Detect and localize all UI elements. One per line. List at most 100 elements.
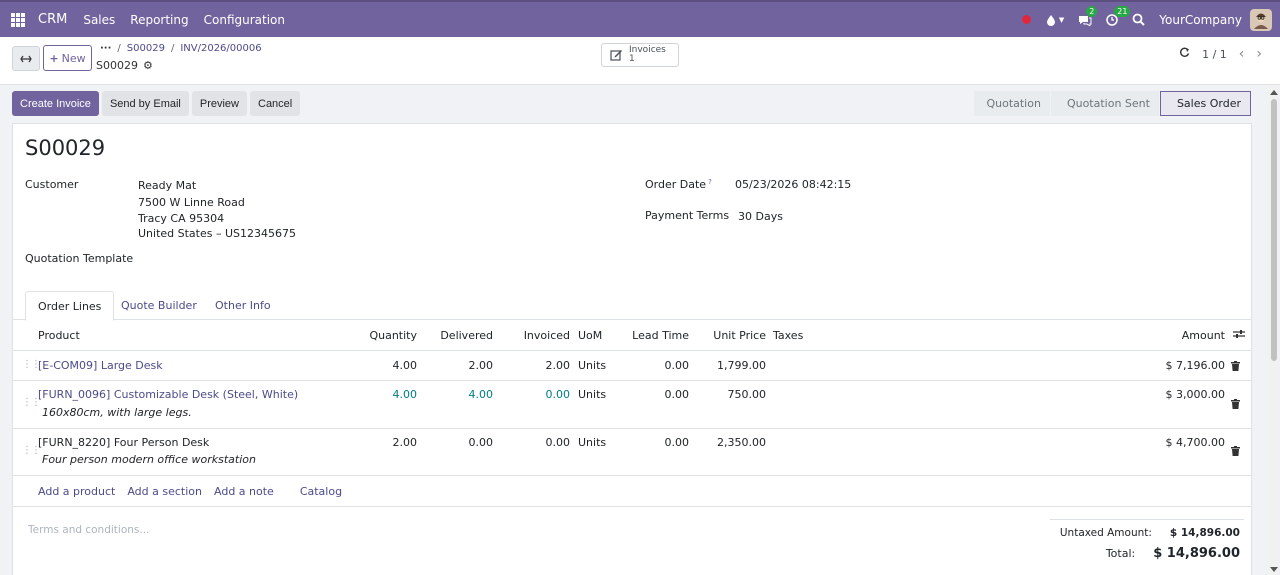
total-line: Total: $ 14,896.00	[1106, 546, 1240, 561]
stage-sales-order[interactable]: Sales Order	[1159, 91, 1251, 116]
user-avatar[interactable]	[1250, 8, 1272, 31]
gear-icon[interactable]: ⚙	[142, 59, 153, 72]
add-section-link[interactable]: Add a section	[127, 485, 202, 498]
pager-prev-icon[interactable]: ‹	[1238, 46, 1245, 62]
bug-icon[interactable]	[1021, 15, 1031, 24]
order-date-label: Order Date?	[645, 178, 712, 191]
drag-handle-icon[interactable]: ⋮⋮	[22, 359, 41, 370]
vertical-scrollbar[interactable]	[1268, 85, 1280, 575]
line-unit-price[interactable]: 750.00	[727, 388, 767, 401]
line-lead-time[interactable]: 0.00	[664, 436, 690, 449]
menu-sales[interactable]: Sales	[83, 12, 116, 27]
order-date-value[interactable]: 05/23/2026 08:42:15	[735, 178, 852, 191]
tab-other-info[interactable]: Other Info	[215, 299, 271, 312]
tab-quote-builder[interactable]: Quote Builder	[121, 299, 197, 312]
breadcrumb-invoice[interactable]: INV/2026/00006	[180, 43, 262, 54]
col-product[interactable]: Product	[38, 329, 80, 342]
line-unit-price[interactable]: 2,350.00	[717, 436, 766, 449]
app-brand[interactable]: CRM	[38, 12, 68, 27]
line-delivered[interactable]: 0.00	[468, 436, 494, 449]
col-amount[interactable]: Amount	[1181, 329, 1225, 342]
breadcrumb-more-icon[interactable]: ···	[100, 43, 112, 54]
notebook-tabs: Order Lines Quote Builder Other Info	[13, 291, 1251, 321]
line-quantity[interactable]: 2.00	[392, 436, 418, 449]
send-by-email-button[interactable]: Send by Email	[101, 91, 189, 116]
table-row[interactable]: ⋮⋮ [E-COM09] Large Desk 4.00 2.00 2.00 U…	[13, 351, 1251, 381]
line-product[interactable]: [FURN_0096] Customizable Desk (Steel, Wh…	[38, 388, 299, 401]
line-amount: $ 7,196.00	[1165, 359, 1225, 372]
customer-address-line-3: United States – US12345675	[138, 227, 297, 240]
untaxed-label: Untaxed Amount:	[1059, 527, 1152, 539]
apps-menu-icon[interactable]	[11, 12, 25, 27]
line-uom[interactable]: Units	[578, 359, 607, 372]
optional-columns-icon[interactable]	[1233, 329, 1245, 342]
customer-link[interactable]: Ready Mat	[138, 179, 197, 192]
line-quantity[interactable]: 4.00	[392, 359, 418, 372]
activities-badge: 21	[1114, 5, 1131, 17]
reload-icon[interactable]	[1179, 47, 1190, 61]
company-switcher[interactable]: YourCompany	[1159, 12, 1242, 27]
add-line-links: Add a product Add a section Add a note C…	[13, 477, 1251, 507]
delete-line-icon[interactable]	[1231, 446, 1240, 456]
line-uom[interactable]: Units	[578, 388, 607, 401]
line-quantity[interactable]: 4.00	[392, 388, 418, 401]
terms-and-conditions-field[interactable]: Terms and conditions...	[28, 524, 150, 536]
total-value: $ 14,896.00	[1153, 546, 1240, 561]
stage-quotation[interactable]: Quotation	[974, 91, 1050, 116]
tab-order-lines[interactable]: Order Lines	[25, 291, 115, 321]
search-icon[interactable]	[1132, 13, 1145, 26]
drag-handle-icon[interactable]: ⋮⋮	[22, 445, 41, 456]
col-taxes[interactable]: Taxes	[773, 329, 804, 342]
order-lines-table: Product Quantity Delivered Invoiced UoM …	[13, 321, 1251, 476]
status-bar: Quotation Quotation Sent Sales Order	[974, 91, 1252, 116]
invoices-smart-button[interactable]: Invoices 1	[601, 43, 679, 67]
col-lead-time[interactable]: Lead Time	[632, 329, 689, 342]
toggle-chatter-button[interactable]	[12, 46, 40, 71]
menu-configuration[interactable]: Configuration	[203, 12, 286, 27]
col-delivered[interactable]: Delivered	[440, 329, 493, 342]
table-row[interactable]: ⋮⋮ [FURN_8220] Four Person Desk Four per…	[13, 429, 1251, 476]
cancel-button[interactable]: Cancel	[250, 91, 301, 116]
col-unit-price[interactable]: Unit Price	[713, 329, 766, 342]
order-date-help-icon[interactable]: ?	[708, 178, 712, 186]
line-unit-price[interactable]: 1,799.00	[717, 359, 766, 372]
add-product-link[interactable]: Add a product	[38, 485, 116, 498]
messages-badge: 2	[1086, 5, 1098, 17]
col-quantity[interactable]: Quantity	[369, 329, 417, 342]
line-lead-time[interactable]: 0.00	[664, 359, 690, 372]
line-description[interactable]: Four person modern office workstation	[42, 453, 256, 466]
add-note-link[interactable]: Add a note	[214, 485, 274, 498]
activities-clock-icon[interactable]: 21	[1106, 5, 1131, 26]
line-product[interactable]: [E-COM09] Large Desk	[38, 359, 163, 372]
pager-value[interactable]: 1 / 1	[1202, 47, 1227, 61]
col-invoiced[interactable]: Invoiced	[523, 329, 570, 342]
pager-next-icon[interactable]: ›	[1256, 46, 1262, 62]
line-description[interactable]: 160x80cm, with large legs.	[42, 406, 192, 419]
debug-drop-icon[interactable]: ▼	[1045, 14, 1064, 26]
payment-terms-value[interactable]: 30 Days	[738, 210, 783, 223]
catalog-link[interactable]: Catalog	[299, 485, 343, 498]
scroll-thumb[interactable]	[1271, 99, 1277, 361]
delete-line-icon[interactable]	[1231, 361, 1240, 371]
drag-handle-icon[interactable]: ⋮⋮	[22, 397, 41, 408]
col-uom[interactable]: UoM	[578, 329, 603, 342]
line-delivered[interactable]: 4.00	[468, 388, 494, 401]
pager: 1 / 1 ‹ ›	[1179, 46, 1262, 62]
messages-icon[interactable]: 2	[1078, 5, 1098, 26]
line-uom[interactable]: Units	[578, 436, 607, 449]
preview-button[interactable]: Preview	[191, 91, 247, 116]
table-row[interactable]: ⋮⋮ [FURN_0096] Customizable Desk (Steel,…	[13, 381, 1251, 429]
delete-line-icon[interactable]	[1231, 399, 1240, 409]
scroll-down-icon[interactable]	[1270, 567, 1278, 572]
stage-quotation-sent[interactable]: Quotation Sent	[1050, 91, 1159, 116]
untaxed-amount-line: Untaxed Amount: $ 14,896.00	[1060, 527, 1240, 539]
breadcrumb-sale-order[interactable]: S00029	[126, 43, 165, 54]
menu-reporting[interactable]: Reporting	[130, 12, 189, 27]
line-product[interactable]: [FURN_8220] Four Person Desk	[38, 436, 210, 449]
new-button[interactable]: + New	[43, 45, 92, 71]
plus-icon: +	[49, 51, 59, 65]
create-invoice-button[interactable]: Create Invoice	[12, 91, 99, 116]
line-lead-time[interactable]: 0.00	[664, 388, 690, 401]
line-delivered[interactable]: 2.00	[468, 359, 494, 372]
scroll-up-icon[interactable]	[1270, 90, 1278, 95]
